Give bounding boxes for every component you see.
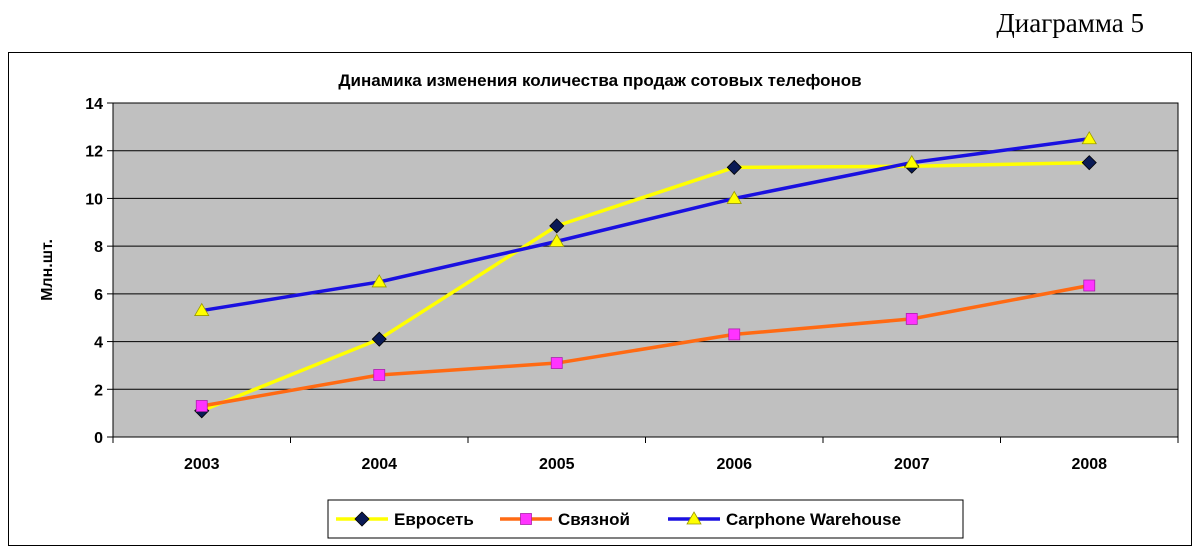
data-point xyxy=(1081,130,1097,145)
data-point xyxy=(726,159,742,175)
x-tick-label: 2003 xyxy=(184,456,220,473)
legend-marker xyxy=(686,511,702,525)
data-point xyxy=(549,218,565,234)
data-point xyxy=(371,331,387,347)
plot-area xyxy=(112,102,1179,438)
data-point xyxy=(195,400,208,412)
y-tick-label: 6 xyxy=(94,287,103,304)
series-line xyxy=(201,160,1090,413)
legend-box xyxy=(327,499,964,539)
legend-label: Евросеть xyxy=(394,510,474,529)
legend-label: Связной xyxy=(558,510,630,529)
data-point xyxy=(728,328,741,341)
data-point xyxy=(904,154,920,169)
data-point xyxy=(726,190,742,204)
x-tick-label: 2006 xyxy=(716,456,752,473)
series-lines xyxy=(201,137,1090,413)
data-point xyxy=(1083,279,1096,292)
data-point xyxy=(194,302,210,316)
x-axis-ticks: 2003 2004 2005 2006 2007 2008 xyxy=(112,437,1179,473)
data-point xyxy=(1081,155,1097,171)
series-line xyxy=(201,283,1090,408)
chart-title: Динамика изменения количества продаж сот… xyxy=(338,71,861,90)
legend-marker xyxy=(354,511,370,527)
x-tick-label: 2008 xyxy=(1071,456,1107,473)
y-tick-label: 2 xyxy=(94,382,103,399)
y-axis-ticks: 0 2 4 6 8 10 12 14 xyxy=(85,96,113,447)
legend-label: Carphone Warehouse xyxy=(726,510,901,529)
figure-caption: Диаграмма 5 xyxy=(996,8,1144,38)
y-tick-label: 4 xyxy=(94,335,103,352)
data-point xyxy=(371,274,387,288)
series-markers xyxy=(194,130,1097,419)
series-line xyxy=(201,137,1090,313)
data-point xyxy=(550,357,563,369)
x-tick-label: 2007 xyxy=(894,456,930,473)
y-tick-label: 8 xyxy=(94,239,103,256)
y-axis-label: Млн.шт. xyxy=(39,239,56,301)
y-tick-label: 10 xyxy=(85,191,103,208)
legend: Евросеть Связной Carphone Warehouse xyxy=(336,510,901,529)
x-tick-label: 2004 xyxy=(361,456,397,473)
x-tick-label: 2005 xyxy=(539,456,575,473)
y-tick-label: 14 xyxy=(85,96,103,113)
data-point xyxy=(373,369,386,381)
y-tick-label: 0 xyxy=(94,430,103,447)
data-point xyxy=(549,233,565,247)
y-tick-label: 12 xyxy=(85,144,103,161)
legend-marker xyxy=(520,513,532,525)
data-point xyxy=(905,313,918,325)
